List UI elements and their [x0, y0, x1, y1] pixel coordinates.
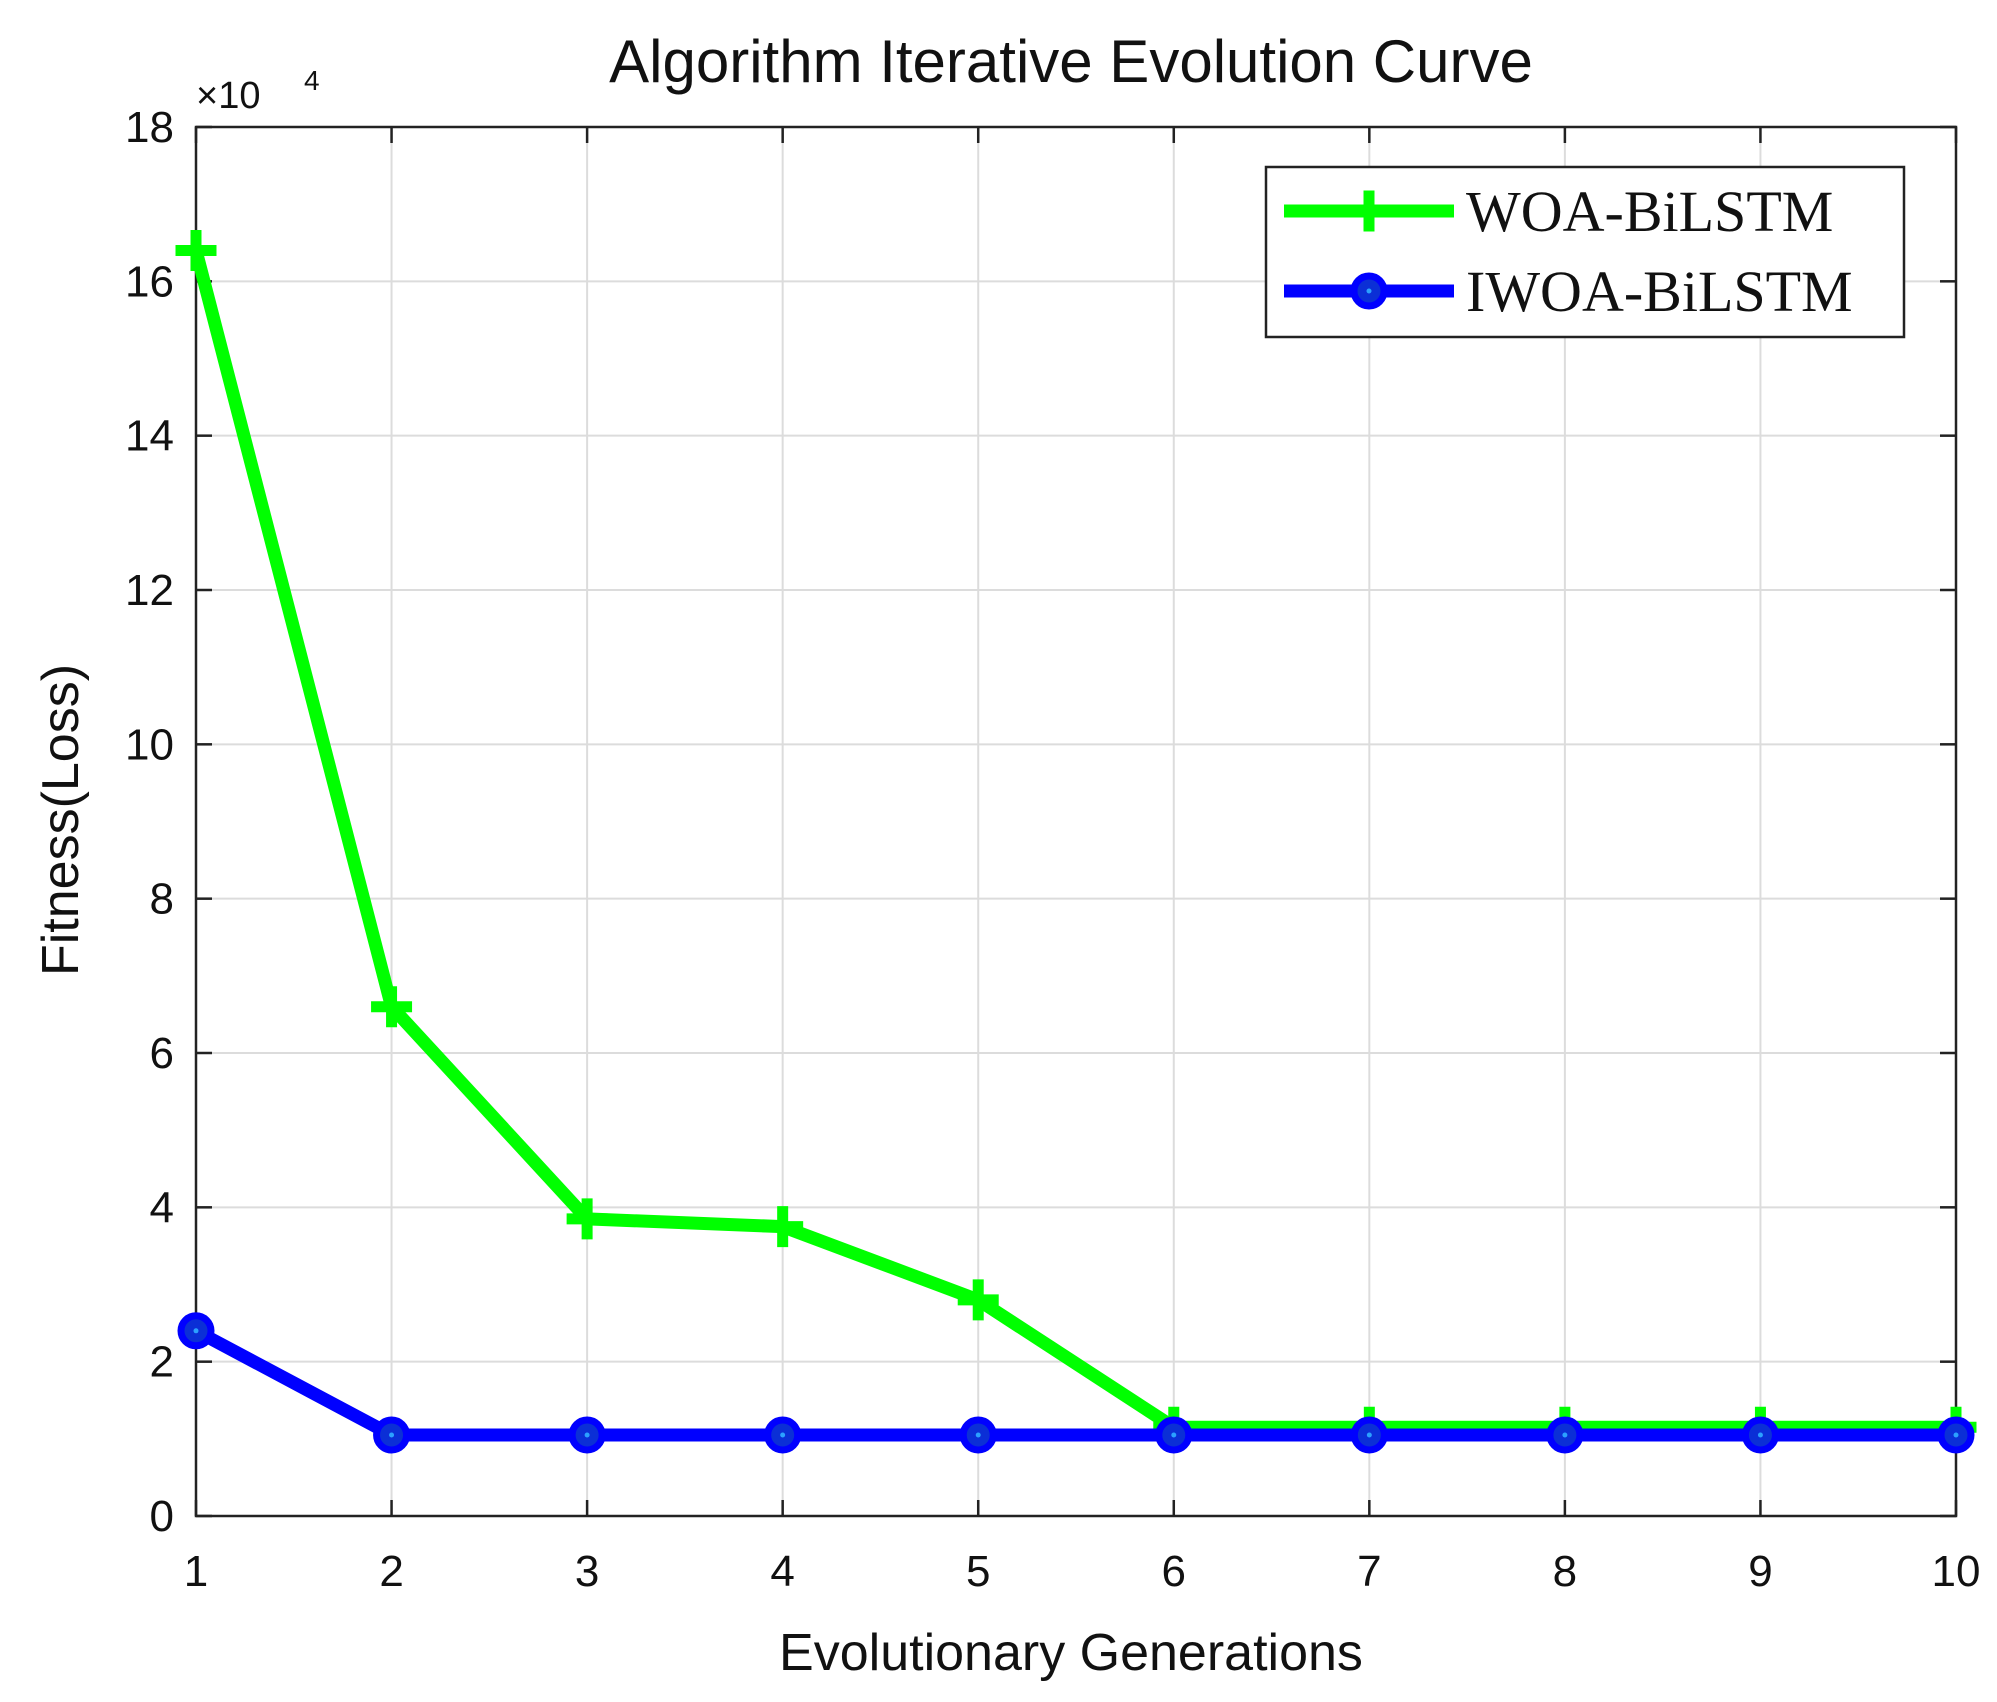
data-point-iwoa-bilstm-center	[1171, 1432, 1177, 1438]
data-series	[175, 229, 1977, 1454]
legend-entries: WOA-BiLSTM IWOA-BiLSTM	[1284, 179, 1853, 324]
data-point-woa-bilstm	[566, 1198, 608, 1240]
data-point-iwoa-bilstm-center	[193, 1328, 199, 1334]
data-point-iwoa-bilstm-center	[975, 1432, 981, 1438]
y-axis-exponent: ×10 4	[196, 65, 320, 117]
series-iwoa-bilstm	[177, 1312, 1975, 1454]
data-point-iwoa-bilstm-center	[1953, 1432, 1959, 1438]
legend-entry-iwoa-bilstm: IWOA-BiLSTM	[1284, 259, 1853, 324]
data-point-iwoa-bilstm-center	[584, 1432, 590, 1438]
data-point-iwoa-bilstm-center	[1757, 1432, 1763, 1438]
data-point-iwoa-bilstm-center	[780, 1432, 786, 1438]
x-tick-label: 2	[379, 1547, 403, 1596]
x-axis-tick-labels: 1 2 3 4 5 6 7 8 9 10	[184, 1547, 1981, 1596]
x-tick-label: 10	[1932, 1547, 1981, 1596]
y-axis-exponent-base: ×10	[196, 75, 260, 117]
legend-entry-woa-bilstm: WOA-BiLSTM	[1284, 179, 1833, 244]
legend: WOA-BiLSTM IWOA-BiLSTM	[1264, 165, 1906, 339]
legend-swatch-marker-center	[1366, 288, 1372, 294]
y-tick-label: 12	[125, 566, 174, 615]
y-tick-label: 0	[150, 1492, 174, 1541]
plot-area-frame	[194, 125, 1958, 1518]
x-tick-label: 7	[1357, 1547, 1381, 1596]
y-tick-label: 8	[150, 875, 174, 924]
y-axis-exponent-power: 4	[304, 65, 320, 96]
y-tick-label: 10	[125, 720, 174, 769]
y-axis-label: Fitness(Loss)	[32, 664, 90, 976]
x-axis-label: Evolutionary Generations	[779, 1624, 1363, 1682]
data-point-iwoa-bilstm-center	[389, 1432, 395, 1438]
x-tick-label: 8	[1553, 1547, 1577, 1596]
legend-label: WOA-BiLSTM	[1466, 179, 1833, 244]
series-line-woa-bilstm	[189, 243, 1963, 1434]
y-tick-label: 6	[150, 1029, 174, 1078]
y-tick-label: 14	[125, 412, 174, 461]
x-tick-label: 1	[184, 1547, 208, 1596]
y-tick-label: 16	[125, 257, 174, 306]
data-point-woa-bilstm	[762, 1206, 804, 1248]
y-tick-label: 2	[150, 1338, 174, 1387]
y-axis-tick-labels: 0 2 4 6 8 10 12 14 16 18	[125, 103, 174, 1541]
x-tick-label: 3	[575, 1547, 599, 1596]
y-tick-label: 4	[150, 1183, 174, 1232]
data-point-woa-bilstm	[175, 229, 217, 271]
x-tick-label: 5	[966, 1547, 990, 1596]
legend-swatch-marker	[1348, 190, 1390, 232]
data-point-woa-bilstm	[957, 1279, 999, 1321]
axis-ticks	[194, 125, 1958, 1518]
legend-label: IWOA-BiLSTM	[1466, 259, 1853, 324]
series-line-iwoa-bilstm	[189, 1324, 1963, 1442]
data-point-iwoa-bilstm-center	[1562, 1432, 1568, 1438]
x-tick-label: 9	[1748, 1547, 1772, 1596]
x-tick-label: 6	[1162, 1547, 1186, 1596]
y-tick-label: 18	[125, 103, 174, 152]
data-point-woa-bilstm	[371, 986, 413, 1028]
data-point-iwoa-bilstm-center	[1366, 1432, 1372, 1438]
chart-title: Algorithm Iterative Evolution Curve	[609, 28, 1533, 95]
x-tick-label: 4	[770, 1547, 794, 1596]
